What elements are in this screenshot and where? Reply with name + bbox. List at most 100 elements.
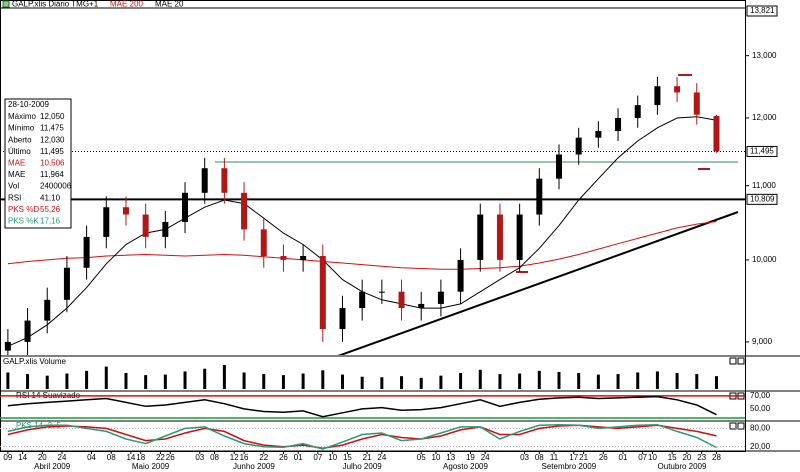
candle-body bbox=[260, 229, 267, 257]
x-tick-label: 05 bbox=[417, 453, 426, 462]
volume-bar bbox=[6, 372, 10, 389]
volume-bar bbox=[380, 377, 384, 389]
info-value: 17,16 bbox=[40, 217, 61, 226]
x-tick-label: 08 bbox=[535, 453, 544, 462]
panel-button[interactable] bbox=[737, 357, 745, 365]
x-tick-label: 24 bbox=[481, 453, 490, 462]
x-tick-label: 17 bbox=[569, 453, 578, 462]
x-tick-label: 03 bbox=[195, 453, 204, 462]
pks-line bbox=[7, 423, 717, 450]
y-tick-label: 70,00 bbox=[750, 391, 771, 400]
x-tick-label: 10 bbox=[432, 453, 441, 462]
volume-bar bbox=[459, 373, 463, 389]
panel-button[interactable] bbox=[729, 422, 737, 430]
volume-bar bbox=[321, 370, 325, 389]
volume-bar bbox=[478, 369, 482, 389]
y-tick-label: 10,000 bbox=[752, 255, 777, 264]
volume-bar bbox=[340, 374, 344, 389]
candle-body bbox=[634, 105, 641, 118]
y-tick-label: 20,00 bbox=[750, 442, 771, 451]
volume-bar bbox=[45, 375, 49, 389]
info-value: 41,10 bbox=[40, 193, 61, 202]
info-value: 55,26 bbox=[40, 205, 61, 214]
info-label: Máximo bbox=[8, 112, 37, 121]
candle-body bbox=[162, 221, 169, 237]
candle-body bbox=[300, 256, 307, 260]
x-tick-label: 24 bbox=[58, 453, 67, 462]
volume-bar bbox=[695, 374, 699, 389]
info-value: 2400006 bbox=[40, 182, 72, 191]
x-tick-label: 04 bbox=[87, 453, 96, 462]
volume-bar bbox=[714, 376, 718, 389]
volume-bar bbox=[577, 373, 581, 389]
legend-entry[interactable]: MAE 20 bbox=[155, 0, 184, 9]
volume-bar bbox=[203, 368, 207, 389]
x-tick-label: 10 bbox=[328, 453, 337, 462]
price-box bbox=[746, 193, 778, 205]
info-label: Vol bbox=[8, 182, 19, 191]
x-tick-label: 03 bbox=[520, 453, 529, 462]
x-tick-label: 26 bbox=[279, 453, 288, 462]
candle-body bbox=[615, 117, 622, 132]
x-tick-label: 19 bbox=[466, 453, 475, 462]
pks-line bbox=[7, 424, 717, 449]
candle-body bbox=[201, 168, 208, 193]
panel-button[interactable] bbox=[729, 357, 737, 365]
x-tick-label: 22 bbox=[156, 453, 165, 462]
candle-body bbox=[359, 291, 366, 309]
x-tick-label: 12 bbox=[230, 453, 239, 462]
x-tick-label: 23 bbox=[697, 453, 706, 462]
y-tick-label: 50,00 bbox=[750, 404, 771, 413]
volume-bar bbox=[262, 374, 266, 389]
volume-bar bbox=[518, 373, 522, 389]
info-frame bbox=[4, 98, 72, 229]
candle-body bbox=[280, 256, 287, 260]
volume-bar bbox=[26, 374, 30, 389]
candle-body bbox=[575, 137, 582, 155]
x-tick-label: 10 bbox=[648, 453, 657, 462]
candle-body bbox=[555, 154, 562, 179]
panel-button[interactable] bbox=[737, 422, 745, 430]
x-tick-label: 01 bbox=[619, 453, 628, 462]
price-box-label: 11,495 bbox=[750, 147, 774, 156]
volume-bar bbox=[537, 370, 541, 389]
candle-body bbox=[182, 192, 189, 222]
info-value: 10,506 bbox=[40, 159, 65, 168]
x-tick-label: 08 bbox=[210, 453, 219, 462]
month-label: Outubro 2009 bbox=[658, 462, 707, 471]
volume-bar bbox=[360, 376, 364, 389]
candle-body bbox=[457, 259, 464, 292]
month-label: Julho 2009 bbox=[343, 462, 383, 471]
candle-body bbox=[713, 116, 720, 152]
x-tick-label: 08 bbox=[107, 453, 116, 462]
y-tick-label: 13,000 bbox=[752, 51, 777, 60]
legend-icon[interactable] bbox=[2, 0, 10, 8]
x-tick-label: 28 bbox=[712, 453, 721, 462]
candle-body bbox=[516, 214, 523, 260]
candle-body bbox=[437, 291, 444, 304]
month-label: Abril 2009 bbox=[34, 462, 71, 471]
candle-body bbox=[122, 207, 129, 215]
candle-body bbox=[4, 341, 11, 351]
x-tick-label: 26 bbox=[599, 453, 608, 462]
candle-body bbox=[83, 236, 90, 268]
x-tick-label: 20 bbox=[682, 453, 691, 462]
candle-body bbox=[44, 299, 51, 321]
volume-bar bbox=[124, 373, 128, 389]
info-label: Mínimo bbox=[8, 124, 35, 133]
month-label: Maio 2009 bbox=[132, 462, 170, 471]
candle-body bbox=[221, 168, 228, 193]
moving-average bbox=[7, 221, 717, 270]
candle-body bbox=[241, 192, 248, 230]
volume-bar bbox=[596, 374, 600, 389]
x-tick-label: 20 bbox=[38, 453, 47, 462]
volume-bar bbox=[301, 373, 305, 389]
x-tick-label: 26 bbox=[166, 453, 175, 462]
candle-body bbox=[398, 291, 405, 309]
volume-bar bbox=[104, 366, 108, 389]
info-date: 28-10-2009 bbox=[8, 100, 49, 109]
x-tick-label: 07 bbox=[313, 453, 322, 462]
volume-bar bbox=[616, 374, 620, 389]
legend-entry[interactable]: MAE 200 bbox=[110, 0, 143, 9]
